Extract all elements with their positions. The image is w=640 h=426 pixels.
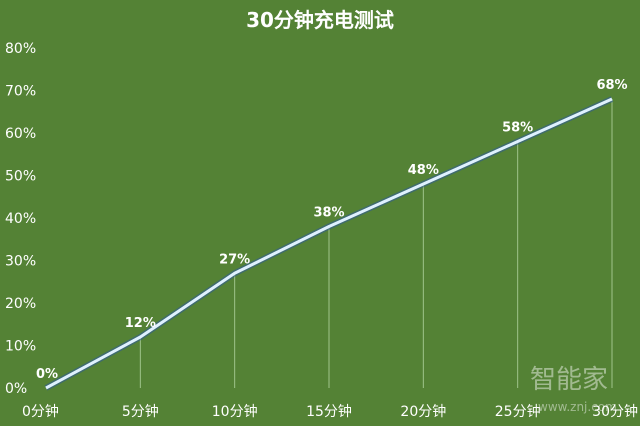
y-tick-label: 80% [5,41,36,57]
drop-lines-group [139,99,613,388]
y-tick-label: 30% [5,254,36,270]
x-tick-label: 15分钟 [306,403,352,420]
y-tick-label: 20% [5,296,36,312]
x-tick-label: 25分钟 [495,403,541,420]
x-tick-label: 30分钟 [592,403,638,420]
data-label: 12% [125,316,156,331]
data-labels-group: 0% 12% 27% 38% 48% 58% 68% [36,78,628,382]
data-label: 58% [502,121,533,136]
x-tick-label: 10分钟 [212,403,258,420]
y-tick-label: 40% [5,211,36,227]
x-axis: 0分钟 5分钟 10分钟 15分钟 20分钟 25分钟 30分钟 [22,403,638,420]
data-label: 48% [408,163,439,178]
data-label: 38% [313,206,344,221]
data-label: 0% [36,367,58,382]
data-label: 27% [219,252,250,267]
y-tick-label: 70% [5,84,36,100]
watermark: 智能家 www.znj.com [530,365,617,414]
y-tick-label: 0% [5,381,27,397]
x-tick-label: 0分钟 [22,403,59,420]
chart-title: 30分钟充电测试 [246,8,394,32]
watermark-url: www.znj.com [538,400,617,414]
y-axis: 0% 10% 20% 30% 40% 50% 60% 70% 80% [5,41,36,397]
data-label: 68% [596,78,627,93]
y-tick-label: 60% [5,126,36,142]
x-tick-label: 20分钟 [400,403,446,420]
x-tick-label: 5分钟 [122,403,159,420]
y-tick-label: 50% [5,169,36,185]
series-line-group [44,96,614,391]
y-tick-label: 10% [5,339,36,355]
series-line [45,97,613,390]
watermark-logo-text: 智能家 [530,365,608,395]
